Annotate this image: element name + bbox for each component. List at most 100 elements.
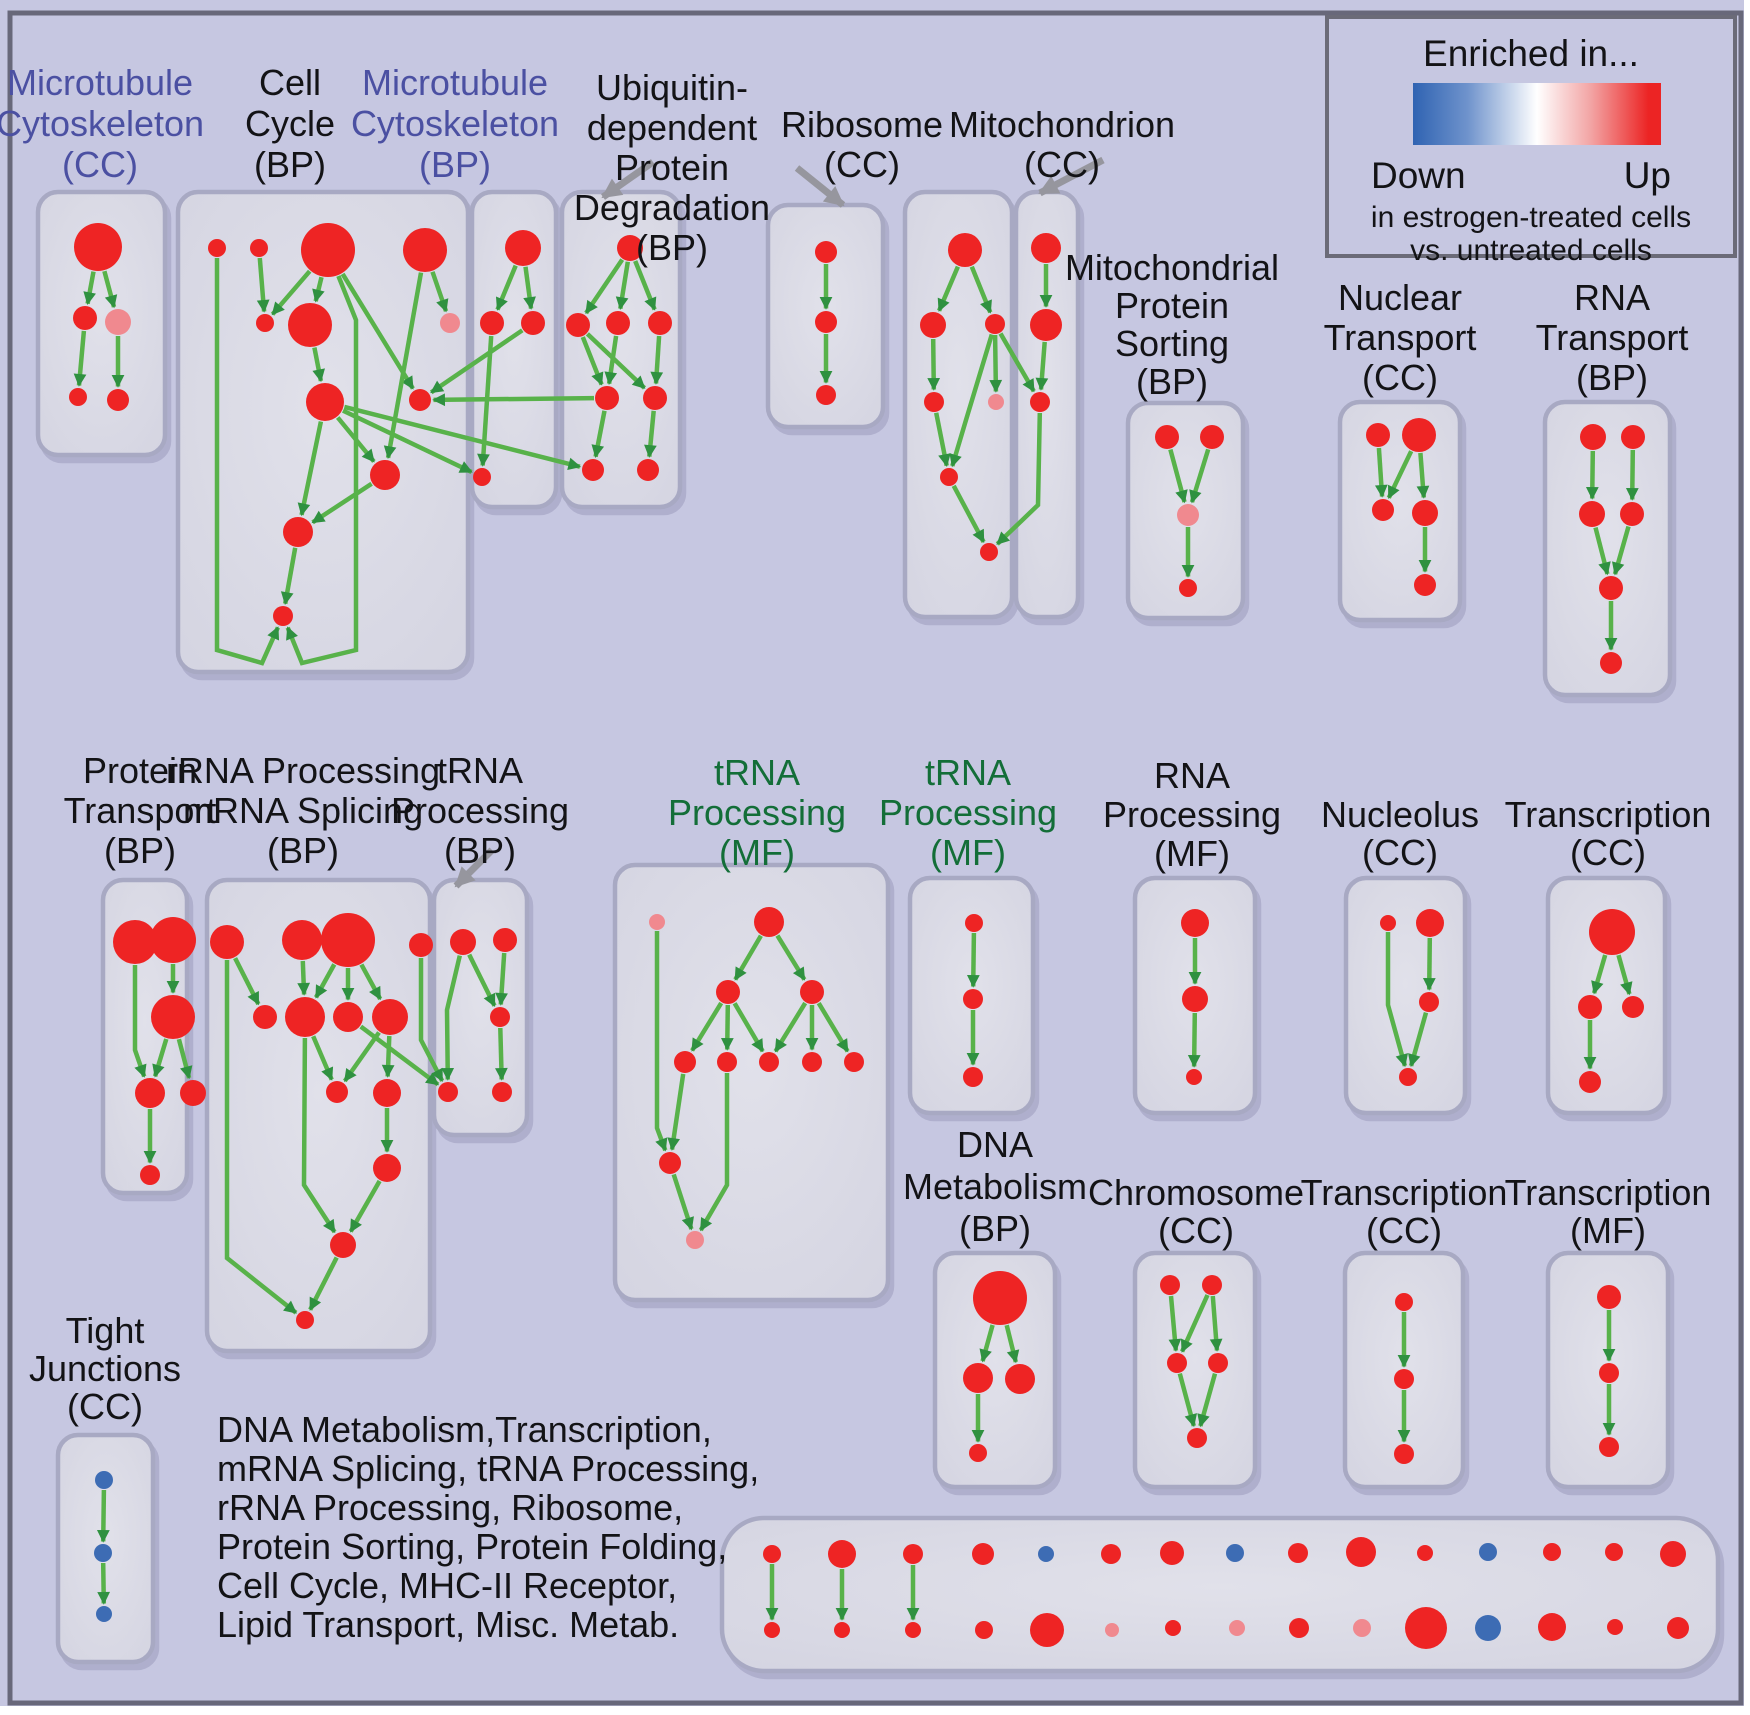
- edge: [690, 1001, 724, 1052]
- node-up: [844, 1052, 864, 1072]
- node-up: [759, 1052, 779, 1072]
- node-up: [637, 459, 659, 481]
- node-up: [754, 907, 784, 937]
- node-down: [1038, 1546, 1054, 1562]
- legend-up-label: Up: [1623, 155, 1671, 196]
- node-down: [94, 1544, 112, 1562]
- edge: [418, 958, 445, 1083]
- edge: [214, 258, 280, 666]
- node-up: [180, 1080, 206, 1106]
- edge: [995, 412, 1043, 546]
- node-up: [800, 980, 824, 1004]
- edge: [1180, 1294, 1210, 1353]
- node-up: [1160, 1541, 1184, 1565]
- edge: [297, 960, 311, 996]
- edge: [495, 1027, 508, 1081]
- edge: [1386, 450, 1414, 499]
- node-up: [107, 389, 129, 411]
- edge: [1591, 954, 1608, 995]
- edge: [285, 275, 359, 666]
- label-transcription-cc-mid: Transcription (CC): [1505, 794, 1712, 873]
- node-up: [763, 1545, 781, 1563]
- node-up: [1200, 425, 1224, 449]
- node-up: [1101, 1544, 1121, 1564]
- node-up: [834, 1622, 850, 1638]
- node-up: [582, 459, 604, 481]
- label-cell-cycle: Cell Cycle (BP): [245, 62, 335, 185]
- node-up: [1579, 501, 1605, 527]
- node-up: [74, 223, 122, 271]
- node-up: [208, 239, 226, 257]
- cluster-box-rna-transport: [1542, 399, 1673, 698]
- node-up: [648, 311, 672, 335]
- node-up: [480, 311, 504, 335]
- node-weak-up: [1177, 504, 1199, 526]
- node-up: [150, 917, 196, 963]
- node-up: [326, 1081, 348, 1103]
- edge: [1168, 1295, 1182, 1352]
- cluster-box-nuclear-transport: [1337, 399, 1463, 623]
- edge: [301, 1037, 337, 1234]
- node-up: [975, 1621, 993, 1639]
- node-up: [1620, 502, 1644, 526]
- node-up: [403, 228, 447, 272]
- node-up: [1405, 1607, 1447, 1649]
- edge: [348, 1179, 382, 1233]
- node-up: [566, 313, 590, 337]
- edge: [1625, 449, 1639, 501]
- node-up: [1187, 1428, 1207, 1448]
- node-up: [963, 1067, 983, 1087]
- edge: [335, 416, 376, 463]
- node-up: [330, 1232, 356, 1258]
- node-up: [617, 235, 643, 261]
- edge: [495, 264, 518, 311]
- edge: [580, 336, 604, 386]
- node-up: [306, 383, 344, 421]
- node-up: [1605, 1543, 1623, 1561]
- edge: [1177, 1373, 1197, 1428]
- node-up: [283, 517, 313, 547]
- node-up: [1208, 1353, 1228, 1373]
- node-up: [473, 468, 491, 486]
- label-chromosome-cc: Chromosome (CC): [1088, 1172, 1304, 1251]
- node-up: [973, 1271, 1027, 1325]
- label-shared-list: DNA Metabolism,Transcription, mRNA Splici…: [217, 1409, 759, 1645]
- node-up: [140, 1165, 160, 1185]
- node-up: [972, 1543, 994, 1565]
- node-up: [373, 1079, 401, 1107]
- edge: [1408, 1011, 1429, 1068]
- node-up: [903, 1544, 923, 1564]
- edge: [308, 1256, 339, 1311]
- label-transcription-mf: Transcription (MF): [1505, 1172, 1712, 1251]
- node-up: [301, 223, 355, 277]
- label-pointer-arrow: [1038, 156, 1105, 197]
- node-up: [250, 239, 268, 257]
- node-up: [1622, 996, 1644, 1018]
- edge: [152, 1038, 169, 1078]
- node-up: [1289, 1618, 1309, 1638]
- node-up: [924, 392, 944, 412]
- label-ribosome: Ribosome (CC): [781, 104, 943, 185]
- node-up: [73, 306, 97, 330]
- node-up: [717, 1052, 737, 1072]
- edge: [1197, 1372, 1218, 1428]
- node-up: [1543, 1543, 1561, 1561]
- cluster-box-nucleolus: [1343, 875, 1468, 1116]
- node-weak-up: [988, 394, 1004, 410]
- node-weak-up: [105, 309, 131, 335]
- edge: [733, 934, 763, 981]
- edge: [429, 328, 524, 395]
- edge: [83, 271, 96, 305]
- edge: [591, 410, 607, 458]
- edge: [523, 266, 536, 310]
- node-up: [409, 933, 433, 957]
- edge: [381, 1035, 395, 1078]
- label-pointer-arrow: [794, 165, 846, 208]
- node-up: [1186, 1069, 1202, 1085]
- edge: [1611, 525, 1631, 576]
- edge: [1004, 1324, 1020, 1364]
- node-up: [1288, 1543, 1308, 1563]
- legend-gradient-bar: [1413, 83, 1661, 145]
- node-up: [905, 1622, 921, 1638]
- edge: [432, 393, 595, 407]
